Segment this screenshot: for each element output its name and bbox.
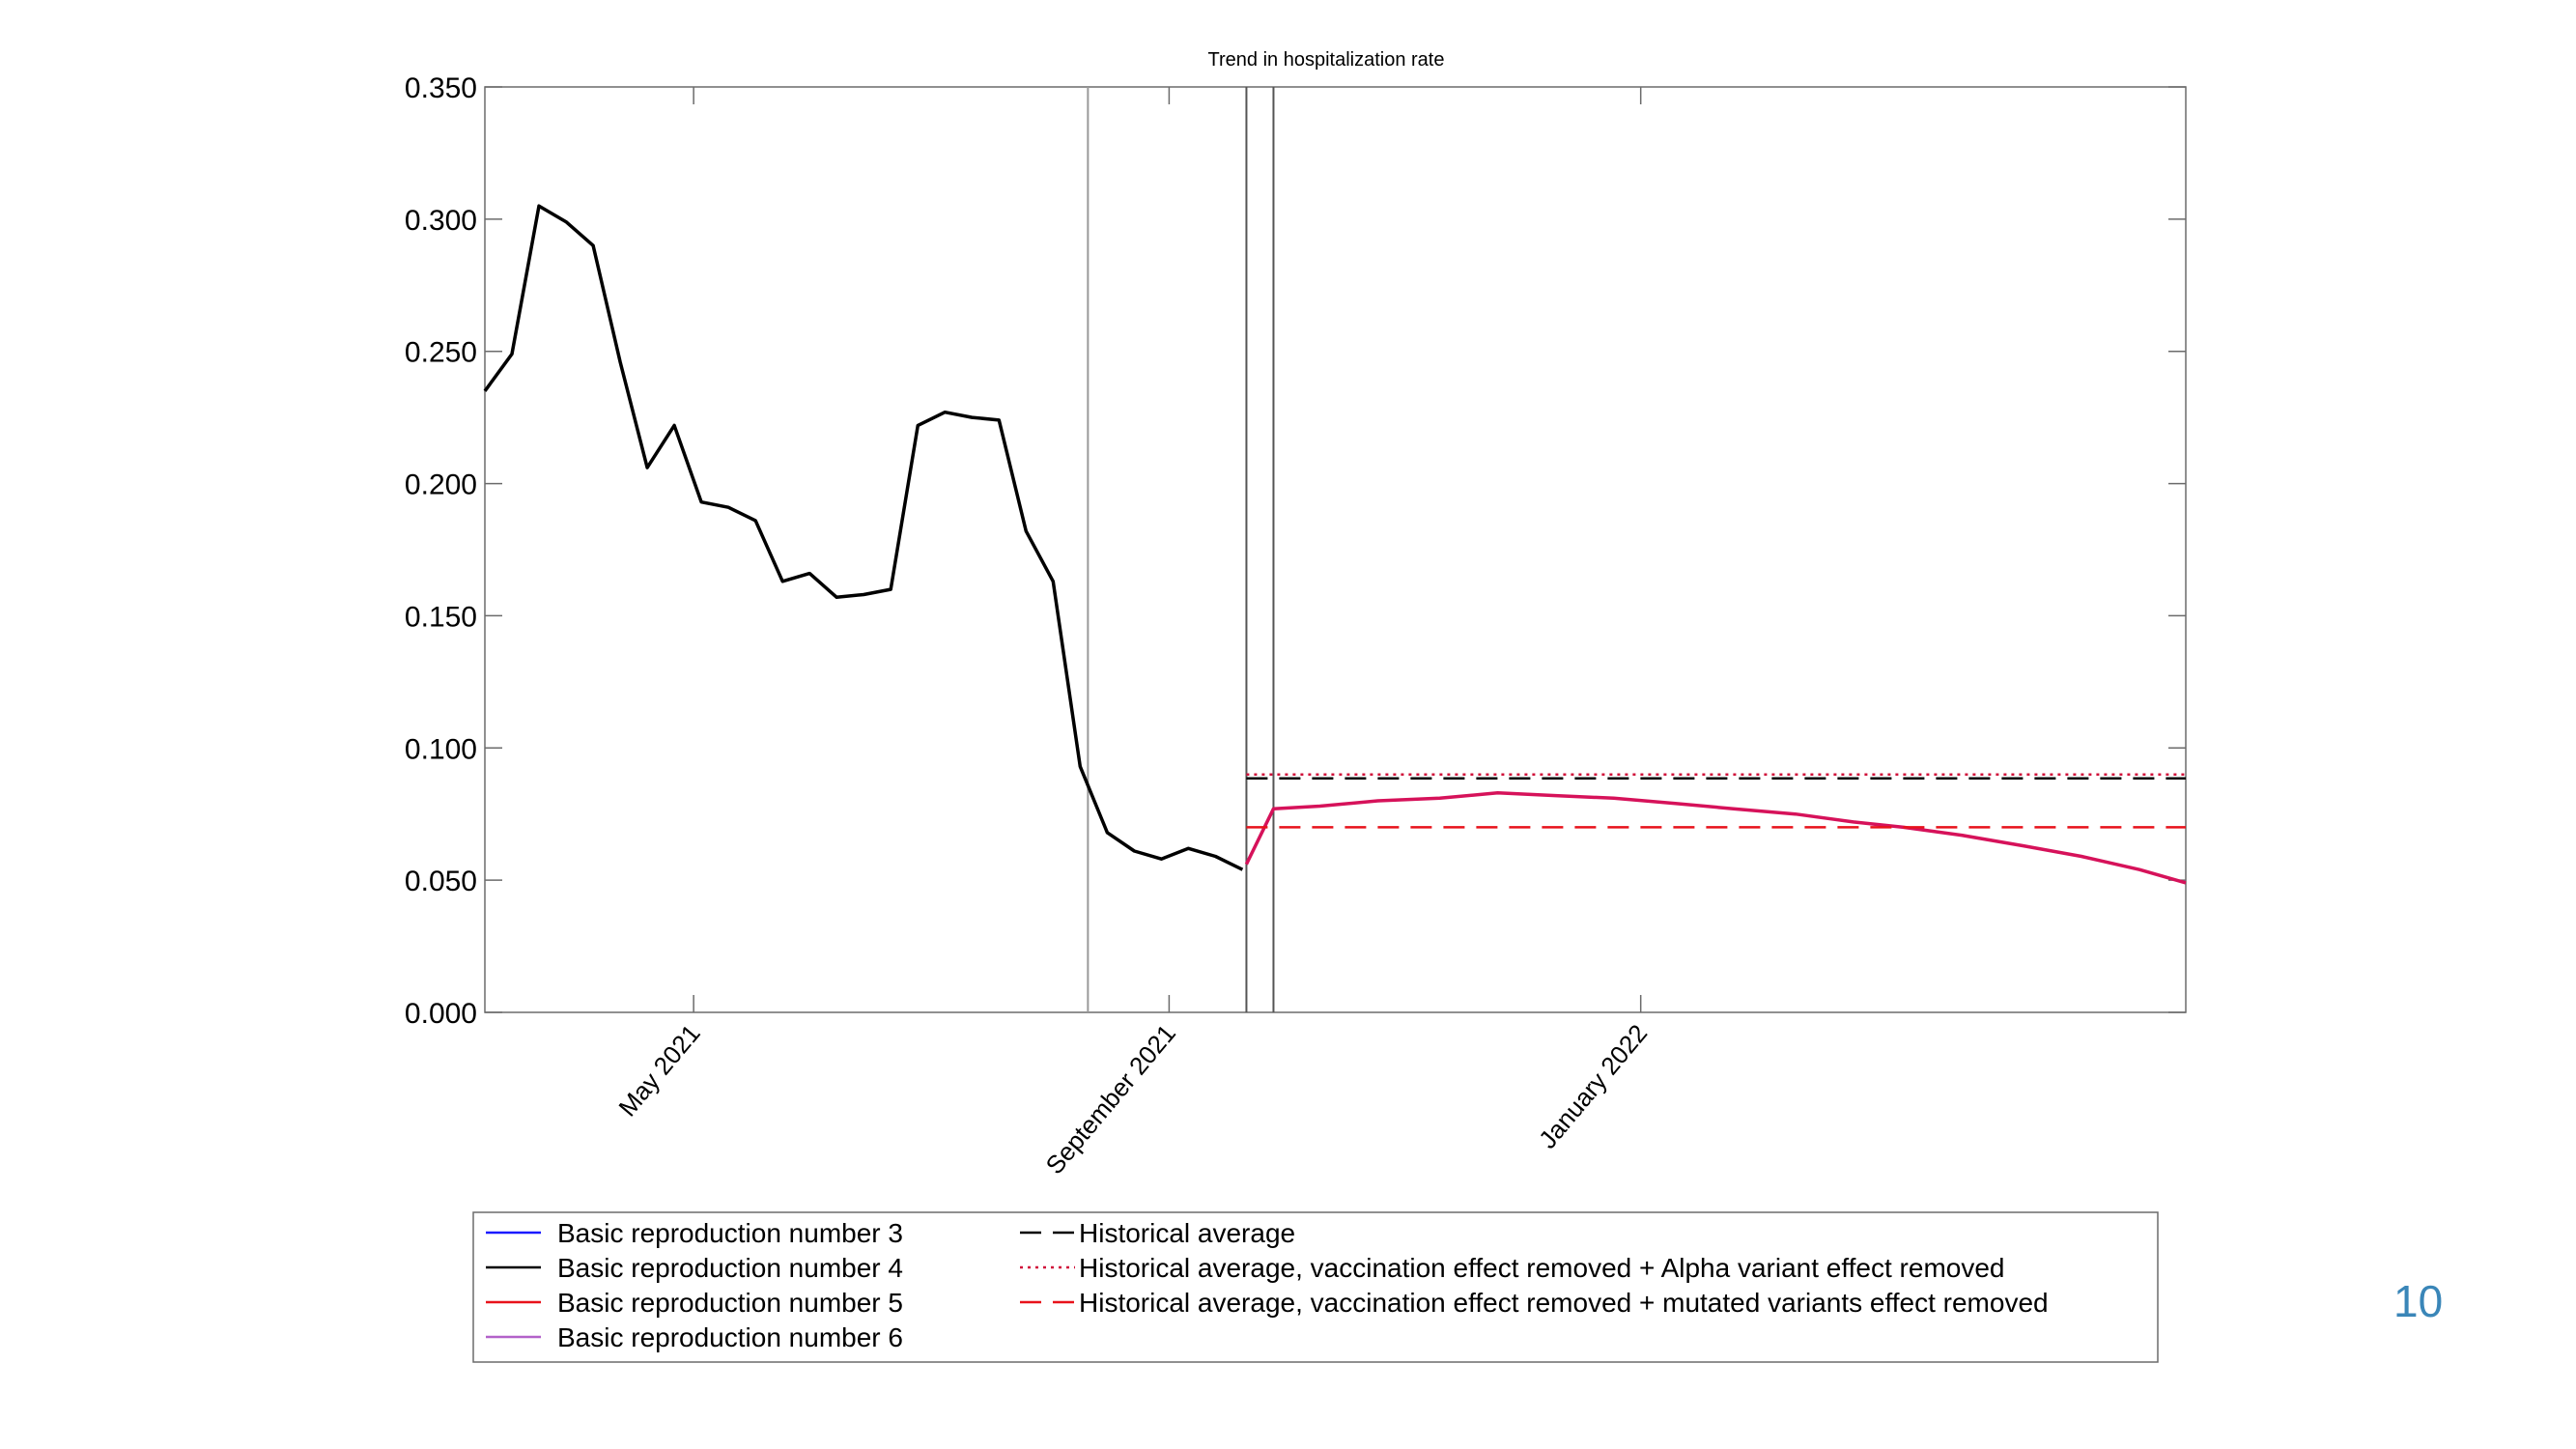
plot-area: 0.000 0.050 0.100 0.150 0.200 0.250 0.300 0.350… — [405, 72, 2187, 1180]
y-tick-label: 0.250 — [405, 337, 477, 369]
x-tick-label: January 2022 — [1533, 1019, 1653, 1154]
chart-title: Trend in hospitalization rate — [1208, 49, 1445, 71]
legend-label: Basic reproduction number 5 — [557, 1288, 903, 1318]
legend-label: Historical average — [1079, 1218, 1295, 1248]
y-tick-label: 0.350 — [405, 72, 477, 104]
y-tick-label: 0.150 — [405, 601, 477, 633]
page-number: 10 — [2393, 1276, 2444, 1326]
x-tick-label: September 2021 — [1039, 1019, 1181, 1180]
legend-label: Historical average, vaccination effect r… — [1079, 1253, 2004, 1283]
legend-label: Basic reproduction number 3 — [557, 1218, 903, 1248]
legend-label: Basic reproduction number 6 — [557, 1322, 903, 1352]
legend-label: Historical average, vaccination effect r… — [1079, 1288, 2049, 1318]
y-tick-label: 0.050 — [405, 866, 477, 897]
legend-box — [472, 1211, 2159, 1363]
series-line — [1244, 791, 2187, 885]
legend: Basic reproduction number 3 Basic reprodu… — [472, 1211, 2159, 1363]
legend-label: Basic reproduction number 4 — [557, 1253, 903, 1283]
y-tick-label: 0.000 — [405, 998, 477, 1030]
y-tick-label: 0.200 — [405, 469, 477, 501]
plot-frame — [484, 86, 2187, 1013]
y-tick-label: 0.100 — [405, 733, 477, 765]
series-line — [483, 204, 1244, 871]
y-tick-label: 0.300 — [405, 205, 477, 237]
x-tick-label: May 2021 — [612, 1019, 705, 1122]
